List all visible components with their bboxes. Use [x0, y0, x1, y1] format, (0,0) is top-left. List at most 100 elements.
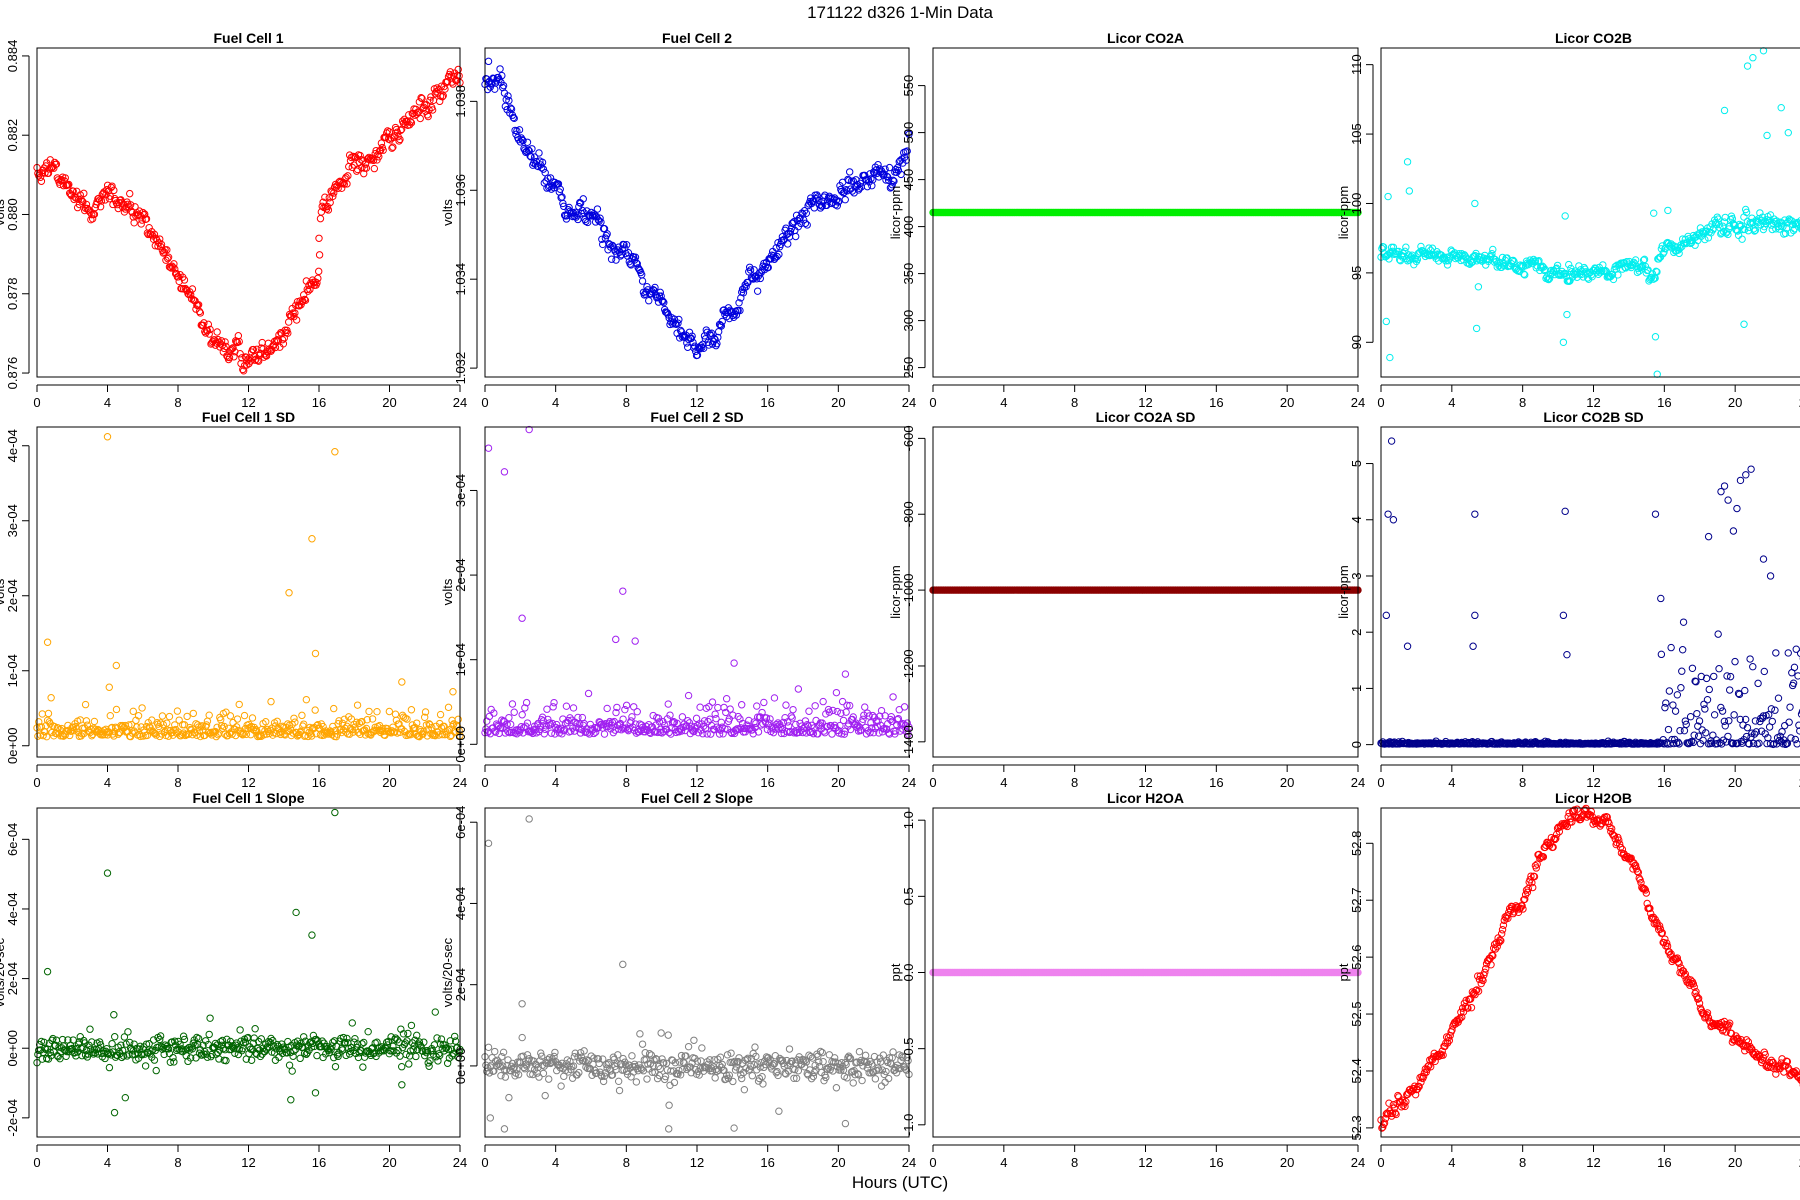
data-point	[803, 221, 811, 229]
x-tick-label: 12	[241, 775, 255, 790]
y-tick-label: 1.032	[453, 352, 468, 385]
data-point	[324, 206, 333, 214]
data-point	[855, 184, 864, 192]
data-point	[148, 228, 156, 236]
data-point	[593, 205, 602, 213]
x-tick-label: 24	[453, 775, 467, 790]
data-point	[881, 165, 889, 173]
y-axis-label: volts	[0, 199, 7, 226]
data-point	[554, 180, 563, 188]
data-point	[217, 337, 226, 345]
data-point	[292, 316, 301, 324]
data-point	[804, 201, 812, 210]
x-tick-label: 24	[1351, 775, 1365, 790]
y-tick-label: 2e-04	[453, 558, 468, 591]
data-point	[120, 208, 129, 216]
data-point	[230, 353, 238, 361]
data-point	[883, 172, 891, 181]
x-tick-label: 4	[1000, 395, 1007, 410]
y-tick-label: 0e+00	[453, 726, 468, 763]
data-point	[88, 215, 97, 223]
data-point	[651, 283, 659, 292]
y-tick-label: 0.878	[5, 277, 20, 310]
data-point	[844, 175, 852, 184]
data-point	[718, 317, 726, 326]
data-point	[582, 217, 590, 226]
x-tick-label: 0	[1377, 395, 1384, 410]
y-tick-label: 6e-04	[453, 806, 468, 839]
data-point	[362, 164, 371, 172]
x-tick-label: 8	[174, 775, 181, 790]
data-points	[33, 65, 464, 375]
data-point	[344, 172, 352, 180]
x-tick-label: 8	[1071, 775, 1078, 790]
data-point	[789, 219, 797, 227]
x-tick-label: 0	[1377, 775, 1384, 790]
data-point	[277, 328, 285, 337]
y-tick-label: 95	[1349, 266, 1364, 280]
data-point	[236, 350, 244, 358]
x-tick-label: 8	[623, 775, 630, 790]
x-tick-label: 16	[760, 1155, 774, 1170]
data-point	[188, 285, 197, 293]
data-point	[590, 210, 598, 218]
data-point	[41, 169, 49, 177]
x-tick-label: 24	[902, 1155, 916, 1170]
x-tick-label: 24	[902, 395, 916, 410]
data-point	[528, 145, 536, 153]
panel-title: Fuel Cell 1 SD	[202, 409, 295, 425]
data-point	[583, 218, 592, 227]
y-tick-label: 1e-04	[453, 643, 468, 676]
y-tick-label: 3	[1349, 572, 1364, 579]
x-tick-label: 20	[1728, 395, 1742, 410]
x-tick-label: 4	[104, 395, 111, 410]
data-point	[428, 106, 437, 114]
y-tick-label: 0.884	[5, 40, 20, 73]
data-points	[481, 57, 913, 360]
y-tick-label: 0.5	[901, 887, 916, 905]
data-point	[416, 114, 424, 123]
data-point	[504, 92, 512, 100]
x-tick-label: 0	[929, 1155, 936, 1170]
data-point	[164, 253, 173, 261]
data-point	[379, 146, 387, 154]
y-tick-label: 1.0	[901, 811, 916, 829]
data-point	[656, 288, 664, 297]
data-point	[37, 177, 46, 185]
data-point	[80, 189, 88, 198]
x-tick-label: 0	[481, 395, 488, 410]
data-point	[872, 166, 880, 174]
data-point	[645, 297, 653, 305]
data-point	[828, 194, 836, 203]
data-point	[866, 170, 874, 178]
data-point	[505, 96, 513, 105]
data-point	[744, 278, 752, 287]
x-tick-label: 16	[760, 775, 774, 790]
data-point	[396, 135, 404, 144]
x-tick-label: 4	[552, 1155, 559, 1170]
y-tick-label: 0e+00	[5, 1030, 20, 1067]
data-point	[874, 161, 882, 169]
x-tick-label: 8	[623, 395, 630, 410]
data-point	[405, 121, 414, 129]
panel-title: Licor CO2B SD	[1543, 409, 1643, 425]
x-tick-label: 16	[1657, 775, 1671, 790]
x-tick-label: 20	[1728, 775, 1742, 790]
data-point	[213, 328, 221, 336]
data-point	[297, 301, 305, 309]
x-tick-label: 20	[831, 1155, 845, 1170]
x-tick-label: 4	[1448, 395, 1455, 410]
data-point	[154, 242, 162, 250]
panel-title: Fuel Cell 2	[662, 30, 732, 46]
data-point	[137, 220, 145, 228]
y-tick-label: -600	[901, 425, 916, 451]
data-point	[351, 152, 359, 161]
data-point	[433, 84, 441, 92]
y-tick-label: 1e-04	[5, 654, 20, 687]
data-point	[321, 193, 329, 201]
data-point	[221, 338, 229, 346]
